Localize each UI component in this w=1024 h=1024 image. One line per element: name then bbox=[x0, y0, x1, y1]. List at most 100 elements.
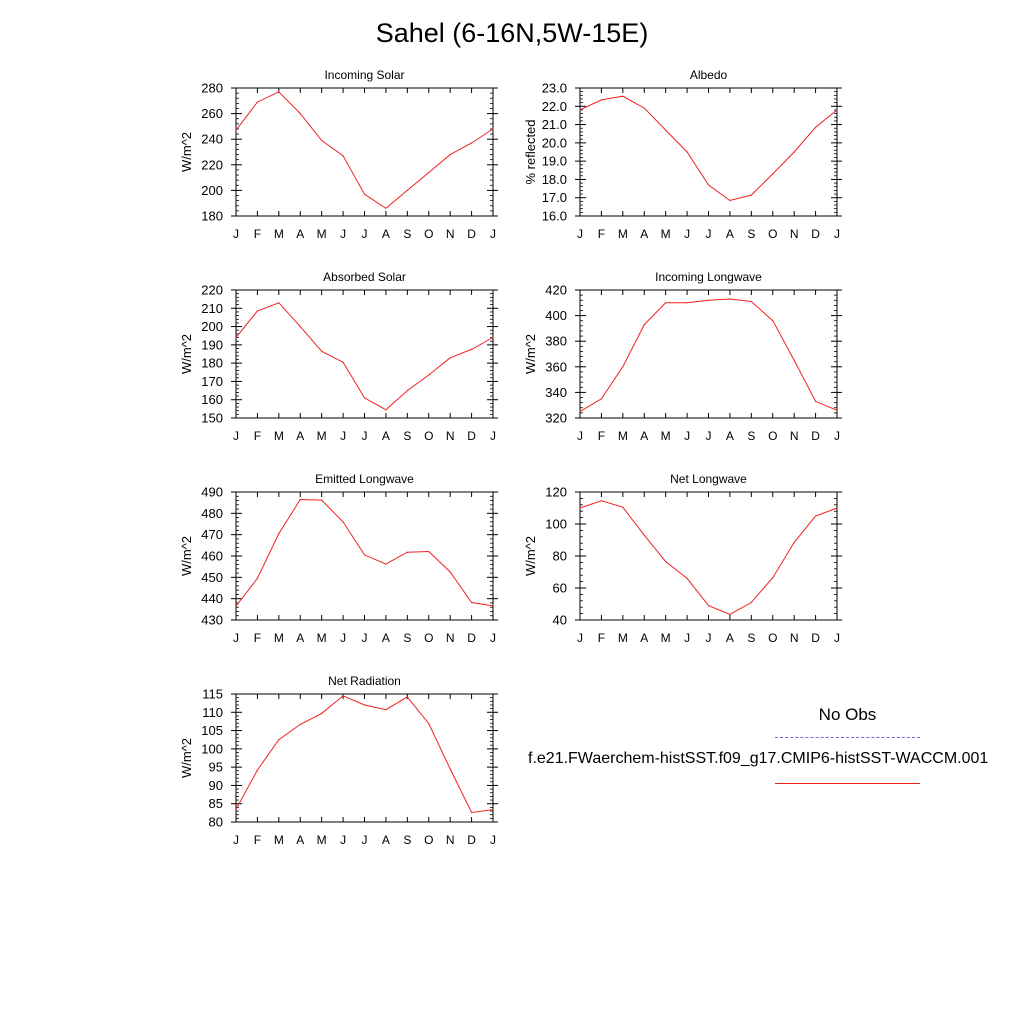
y-tick-label: 18.0 bbox=[542, 172, 567, 187]
y-axis-label: W/m^2 bbox=[523, 334, 538, 374]
x-tick-label: D bbox=[811, 429, 820, 443]
x-tick-label: J bbox=[684, 631, 690, 645]
data-point bbox=[643, 534, 645, 536]
x-tick-label: M bbox=[317, 429, 327, 443]
x-tick-label: A bbox=[296, 429, 304, 443]
y-tick-label: 470 bbox=[201, 527, 223, 542]
y-tick-label: 100 bbox=[201, 741, 223, 756]
data-point bbox=[643, 324, 645, 326]
data-point bbox=[342, 695, 344, 697]
series-line bbox=[235, 695, 494, 814]
x-tick-label: S bbox=[403, 429, 411, 443]
y-tick-label: 360 bbox=[545, 359, 567, 374]
x-tick-label: J bbox=[233, 227, 239, 241]
data-point bbox=[406, 189, 408, 191]
x-tick-label: O bbox=[768, 227, 777, 241]
data-point bbox=[342, 521, 344, 523]
data-point bbox=[643, 107, 645, 109]
y-axis-label: W/m^2 bbox=[179, 132, 194, 172]
chart-title: Emitted Longwave bbox=[315, 472, 414, 486]
data-point bbox=[793, 541, 795, 544]
x-tick-label: J bbox=[340, 631, 346, 645]
data-point bbox=[665, 561, 667, 563]
chart-title: Net Radiation bbox=[328, 674, 401, 688]
data-point bbox=[707, 605, 710, 607]
y-tick-label: 200 bbox=[201, 183, 223, 198]
chart-title: Albedo bbox=[690, 68, 728, 82]
plot-frame bbox=[235, 491, 494, 621]
y-tick-label: 280 bbox=[201, 81, 223, 96]
legend-model-line bbox=[775, 783, 920, 784]
data-point bbox=[600, 398, 603, 400]
x-tick-label: A bbox=[296, 833, 304, 847]
y-tick-label: 95 bbox=[209, 760, 223, 775]
x-tick-label: M bbox=[661, 429, 671, 443]
x-tick-label: O bbox=[424, 631, 433, 645]
x-tick-label: J bbox=[834, 227, 840, 241]
data-point bbox=[471, 811, 473, 814]
y-tick-label: 17.0 bbox=[542, 190, 567, 205]
x-tick-label: A bbox=[640, 227, 648, 241]
data-point bbox=[471, 601, 473, 604]
x-tick-label: F bbox=[254, 227, 261, 241]
y-axis-label: W/m^2 bbox=[179, 334, 194, 374]
y-tick-label: 110 bbox=[202, 705, 223, 720]
x-tick-label: J bbox=[490, 833, 496, 847]
data-point bbox=[492, 128, 494, 130]
y-tick-label: 220 bbox=[201, 157, 223, 172]
x-tick-label: J bbox=[233, 631, 239, 645]
data-point bbox=[428, 550, 430, 553]
x-tick-label: J bbox=[706, 631, 712, 645]
data-point bbox=[406, 390, 408, 392]
x-tick-label: J bbox=[340, 833, 346, 847]
data-point bbox=[278, 91, 280, 93]
x-tick-label: A bbox=[726, 429, 734, 443]
plot-frame bbox=[579, 289, 838, 419]
data-point bbox=[492, 336, 494, 339]
y-tick-label: 320 bbox=[545, 411, 567, 426]
data-point bbox=[385, 409, 387, 411]
x-tick-label: O bbox=[424, 833, 433, 847]
data-point bbox=[256, 577, 258, 580]
data-point bbox=[321, 712, 323, 715]
x-tick-label: A bbox=[726, 227, 734, 241]
x-tick-label: J bbox=[834, 631, 840, 645]
data-point bbox=[686, 151, 688, 153]
y-tick-label: 105 bbox=[201, 723, 223, 738]
x-tick-label: D bbox=[467, 631, 476, 645]
data-point bbox=[256, 310, 258, 312]
data-point bbox=[815, 515, 817, 517]
data-point bbox=[836, 507, 838, 509]
y-tick-label: 85 bbox=[209, 796, 223, 811]
y-tick-label: 80 bbox=[209, 815, 223, 830]
data-point bbox=[665, 129, 667, 131]
x-tick-label: J bbox=[490, 631, 496, 645]
data-point bbox=[772, 320, 774, 322]
data-point bbox=[299, 498, 301, 501]
x-tick-label: J bbox=[684, 227, 690, 241]
y-tick-label: 400 bbox=[545, 308, 567, 323]
data-point bbox=[256, 769, 258, 771]
data-point bbox=[406, 551, 408, 553]
y-tick-label: 150 bbox=[201, 411, 223, 426]
y-tick-label: 450 bbox=[201, 570, 223, 585]
data-point bbox=[793, 359, 795, 361]
y-tick-label: 160 bbox=[201, 392, 223, 407]
x-tick-label: N bbox=[790, 429, 799, 443]
y-tick-label: 240 bbox=[201, 132, 223, 147]
x-tick-label: A bbox=[640, 429, 648, 443]
x-tick-label: S bbox=[747, 631, 755, 645]
data-point bbox=[299, 326, 301, 328]
x-tick-label: A bbox=[296, 227, 304, 241]
x-tick-label: F bbox=[254, 429, 261, 443]
y-tick-label: 21.0 bbox=[542, 117, 567, 132]
data-point bbox=[235, 605, 237, 607]
x-tick-label: D bbox=[467, 227, 476, 241]
y-tick-label: 90 bbox=[209, 778, 223, 793]
data-point bbox=[492, 605, 494, 607]
data-point bbox=[256, 101, 258, 103]
x-tick-label: J bbox=[362, 631, 368, 645]
x-tick-label: M bbox=[317, 631, 327, 645]
series-line bbox=[235, 302, 494, 411]
